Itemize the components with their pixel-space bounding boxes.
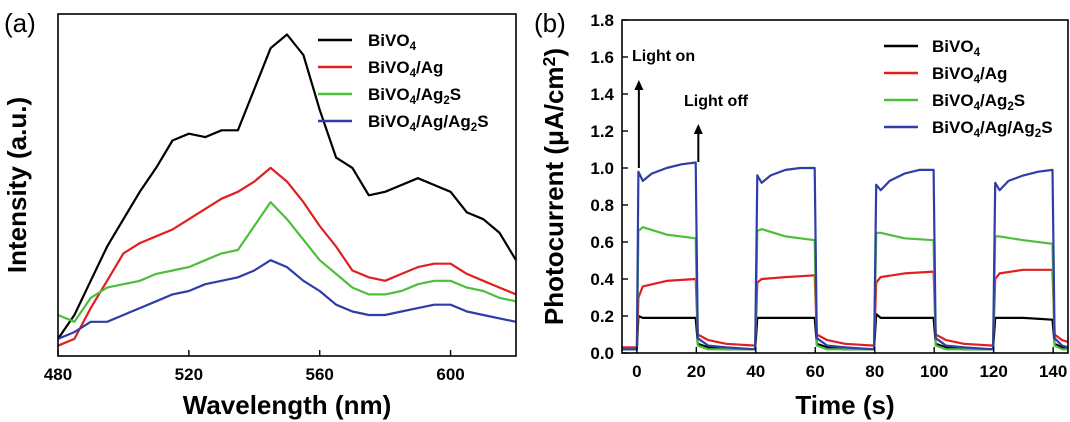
chart-panel-b: 0 20 40 60 80 100 120 140 0.0 0.2 0.4 0.6 0.8 1.0 1.2 1… [534, 8, 1069, 420]
y-tick-label: 1.4 [590, 85, 614, 104]
series-line-3 [57, 259, 517, 340]
series-line-1 [57, 166, 517, 347]
x-tick-label: 100 [920, 362, 948, 381]
plot-frame [621, 19, 1069, 354]
x-tick-label: 120 [979, 362, 1007, 381]
panel-label: (a) [4, 8, 36, 38]
legend-label: BiVO4/Ag/Ag2S [368, 112, 489, 134]
annotation-label: Light on [632, 48, 695, 65]
legend-label: BiVO4/Ag [932, 64, 1007, 86]
x-tick-label: 560 [306, 365, 334, 384]
arrow-head [634, 80, 644, 90]
series-line-2 [57, 201, 517, 323]
annotation-label: Light off [684, 93, 749, 110]
chart-panel-a: 480 520 560 600 (a) Wavelength (nm) Intensity … [2, 8, 517, 420]
y-tick-label: 1.8 [590, 11, 614, 30]
x-tick-label: 0 [632, 362, 641, 381]
x-axis-title: Time (s) [795, 390, 894, 420]
x-tick-label: 140 [1039, 362, 1067, 381]
legend-label: BiVO4/Ag2S [932, 91, 1025, 113]
y-tick-label: 0.0 [590, 344, 614, 363]
y-tick-label: 0.4 [590, 270, 614, 289]
x-tick-label: 40 [746, 362, 765, 381]
legend-label: BiVO4/Ag2S [368, 85, 461, 107]
x-tick-label: 20 [687, 362, 706, 381]
x-tick-label: 600 [436, 365, 464, 384]
x-tick-label: 80 [865, 362, 884, 381]
y-tick-label: 1.6 [590, 48, 614, 67]
plot-frame [57, 13, 517, 357]
legend-label: BiVO4 [368, 31, 417, 53]
y-tick-label: 0.6 [590, 233, 614, 252]
legend-label: BiVO4/Ag [368, 58, 443, 80]
y-tick-label: 1.0 [590, 159, 614, 178]
series-line-2 [622, 226, 1068, 351]
legend-label: BiVO4 [932, 37, 981, 59]
y-tick-label: 1.2 [590, 122, 614, 141]
y-axis-title: Intensity (a.u.) [2, 97, 32, 273]
legend: BiVO4 BiVO4/Ag BiVO4/Ag2S BiVO4/Ag/Ag2S [884, 37, 1053, 140]
arrow-head [693, 124, 703, 134]
x-tick-label: 520 [175, 365, 203, 384]
y-axis-title: Photocurrent (μA/cm2) [539, 48, 569, 325]
x-tick-label: 60 [806, 362, 825, 381]
x-axis-title: Wavelength (nm) [183, 390, 391, 420]
legend: BiVO4 BiVO4/Ag BiVO4/Ag2S BiVO4/Ag/Ag2S [318, 31, 489, 134]
panel-label: (b) [534, 8, 566, 38]
y-tick-label: 0.2 [590, 307, 614, 326]
series-line-3 [622, 161, 1069, 351]
series-line-1 [622, 268, 1069, 349]
y-tick-label: 0.8 [590, 196, 614, 215]
series-line-0 [57, 33, 517, 340]
x-tick-label: 480 [44, 365, 72, 384]
legend-label: BiVO4/Ag/Ag2S [932, 118, 1053, 140]
